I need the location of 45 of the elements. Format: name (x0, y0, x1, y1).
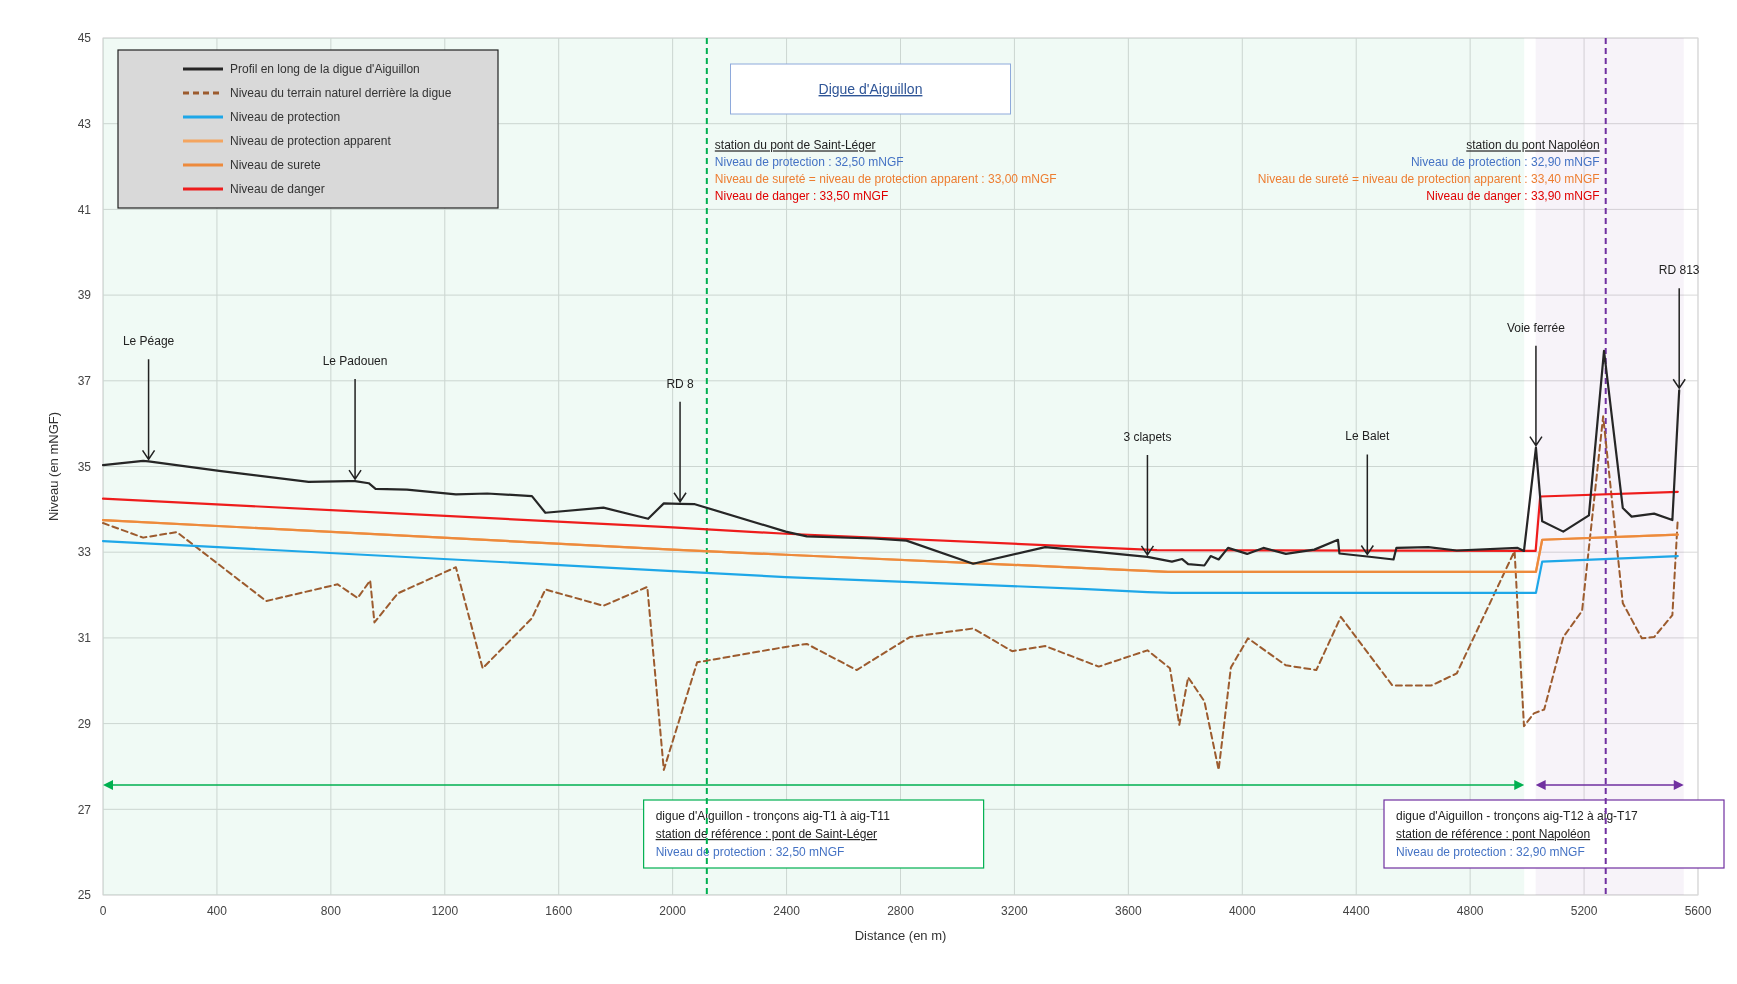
legend-label: Niveau de protection (230, 110, 341, 125)
y-tick-label: 29 (77, 716, 92, 731)
x-tick-label: 3200 (1001, 904, 1029, 918)
y-tick-label: 41 (77, 202, 92, 217)
y-tick-label: 33 (77, 545, 92, 560)
y-tick-label: 37 (77, 374, 92, 388)
x-tick-label: 2400 (773, 904, 801, 918)
x-tick-label: 5200 (1570, 904, 1598, 918)
x-tick-label: 2800 (887, 904, 915, 918)
x-axis-title: Distance (en m) (854, 928, 947, 943)
x-tick-label: 800 (320, 904, 342, 918)
text: Digue d'Aiguillon (818, 81, 923, 97)
legend-label: Profil en long de la digue d'Aiguillon (230, 62, 420, 77)
annotation: RD 8 (666, 376, 695, 391)
y-tick-label: 43 (77, 116, 92, 131)
x-tick-label: 400 (206, 904, 228, 918)
legend-label: Niveau de surete (230, 158, 322, 173)
band-label: digue d'Aiguillon - tronçons aig-T12 à aig-T17 station de référence : pont Napoléon Niveau de protection : 32,90 mNGF (1396, 809, 1639, 859)
legend-label: Niveau du terrain naturel derrière la digue (230, 86, 452, 101)
annotation: 3 clapets (1123, 429, 1172, 444)
x-tick-label: 1600 (545, 904, 573, 918)
annotation: station du pont Napoléon Niveau de protection : 32,90 mNGF Niveau de sureté = niveau de protection apparent : 33,40 mNGF Niveau de danger : 33,90 mNGF (1257, 138, 1600, 204)
annotation: Voie ferrée (1506, 320, 1566, 335)
annotation: RD 813 (1658, 263, 1700, 278)
annotation: Le Péage (122, 334, 175, 349)
x-tick-label: 5600 (1684, 904, 1712, 918)
y-tick-label: 39 (77, 288, 92, 303)
x-tick-label: 4000 (1228, 904, 1256, 918)
y-tick-label: 25 (77, 888, 92, 903)
x-tick-label: 1200 (431, 904, 459, 918)
x-tick-label: 4800 (1456, 904, 1484, 918)
x-tick-label: 4400 (1342, 904, 1370, 918)
y-tick-label: 31 (77, 631, 92, 646)
annotation: station du pont de Saint-Léger Niveau de protection : 32,50 mNGF Niveau de sureté = niveau de protection apparent : 33,00 mNGF Niveau de danger : 33,50 mNGF (714, 138, 1057, 204)
x-tick-label: 2000 (659, 904, 687, 918)
y-axis-title: Niveau (en mNGF) (46, 411, 61, 522)
legend-label: Niveau de danger (230, 182, 325, 197)
annotation: Le Padouen (322, 354, 388, 369)
y-tick-label: 35 (77, 459, 92, 474)
y-tick-label: 45 (77, 31, 92, 46)
legend-label: Niveau de protection apparent (230, 134, 392, 149)
y-tick-label: 27 (77, 802, 92, 817)
x-tick-label: 0 (99, 904, 107, 918)
annotation: Le Balet (1345, 429, 1390, 444)
x-tick-label: 3600 (1115, 904, 1143, 918)
